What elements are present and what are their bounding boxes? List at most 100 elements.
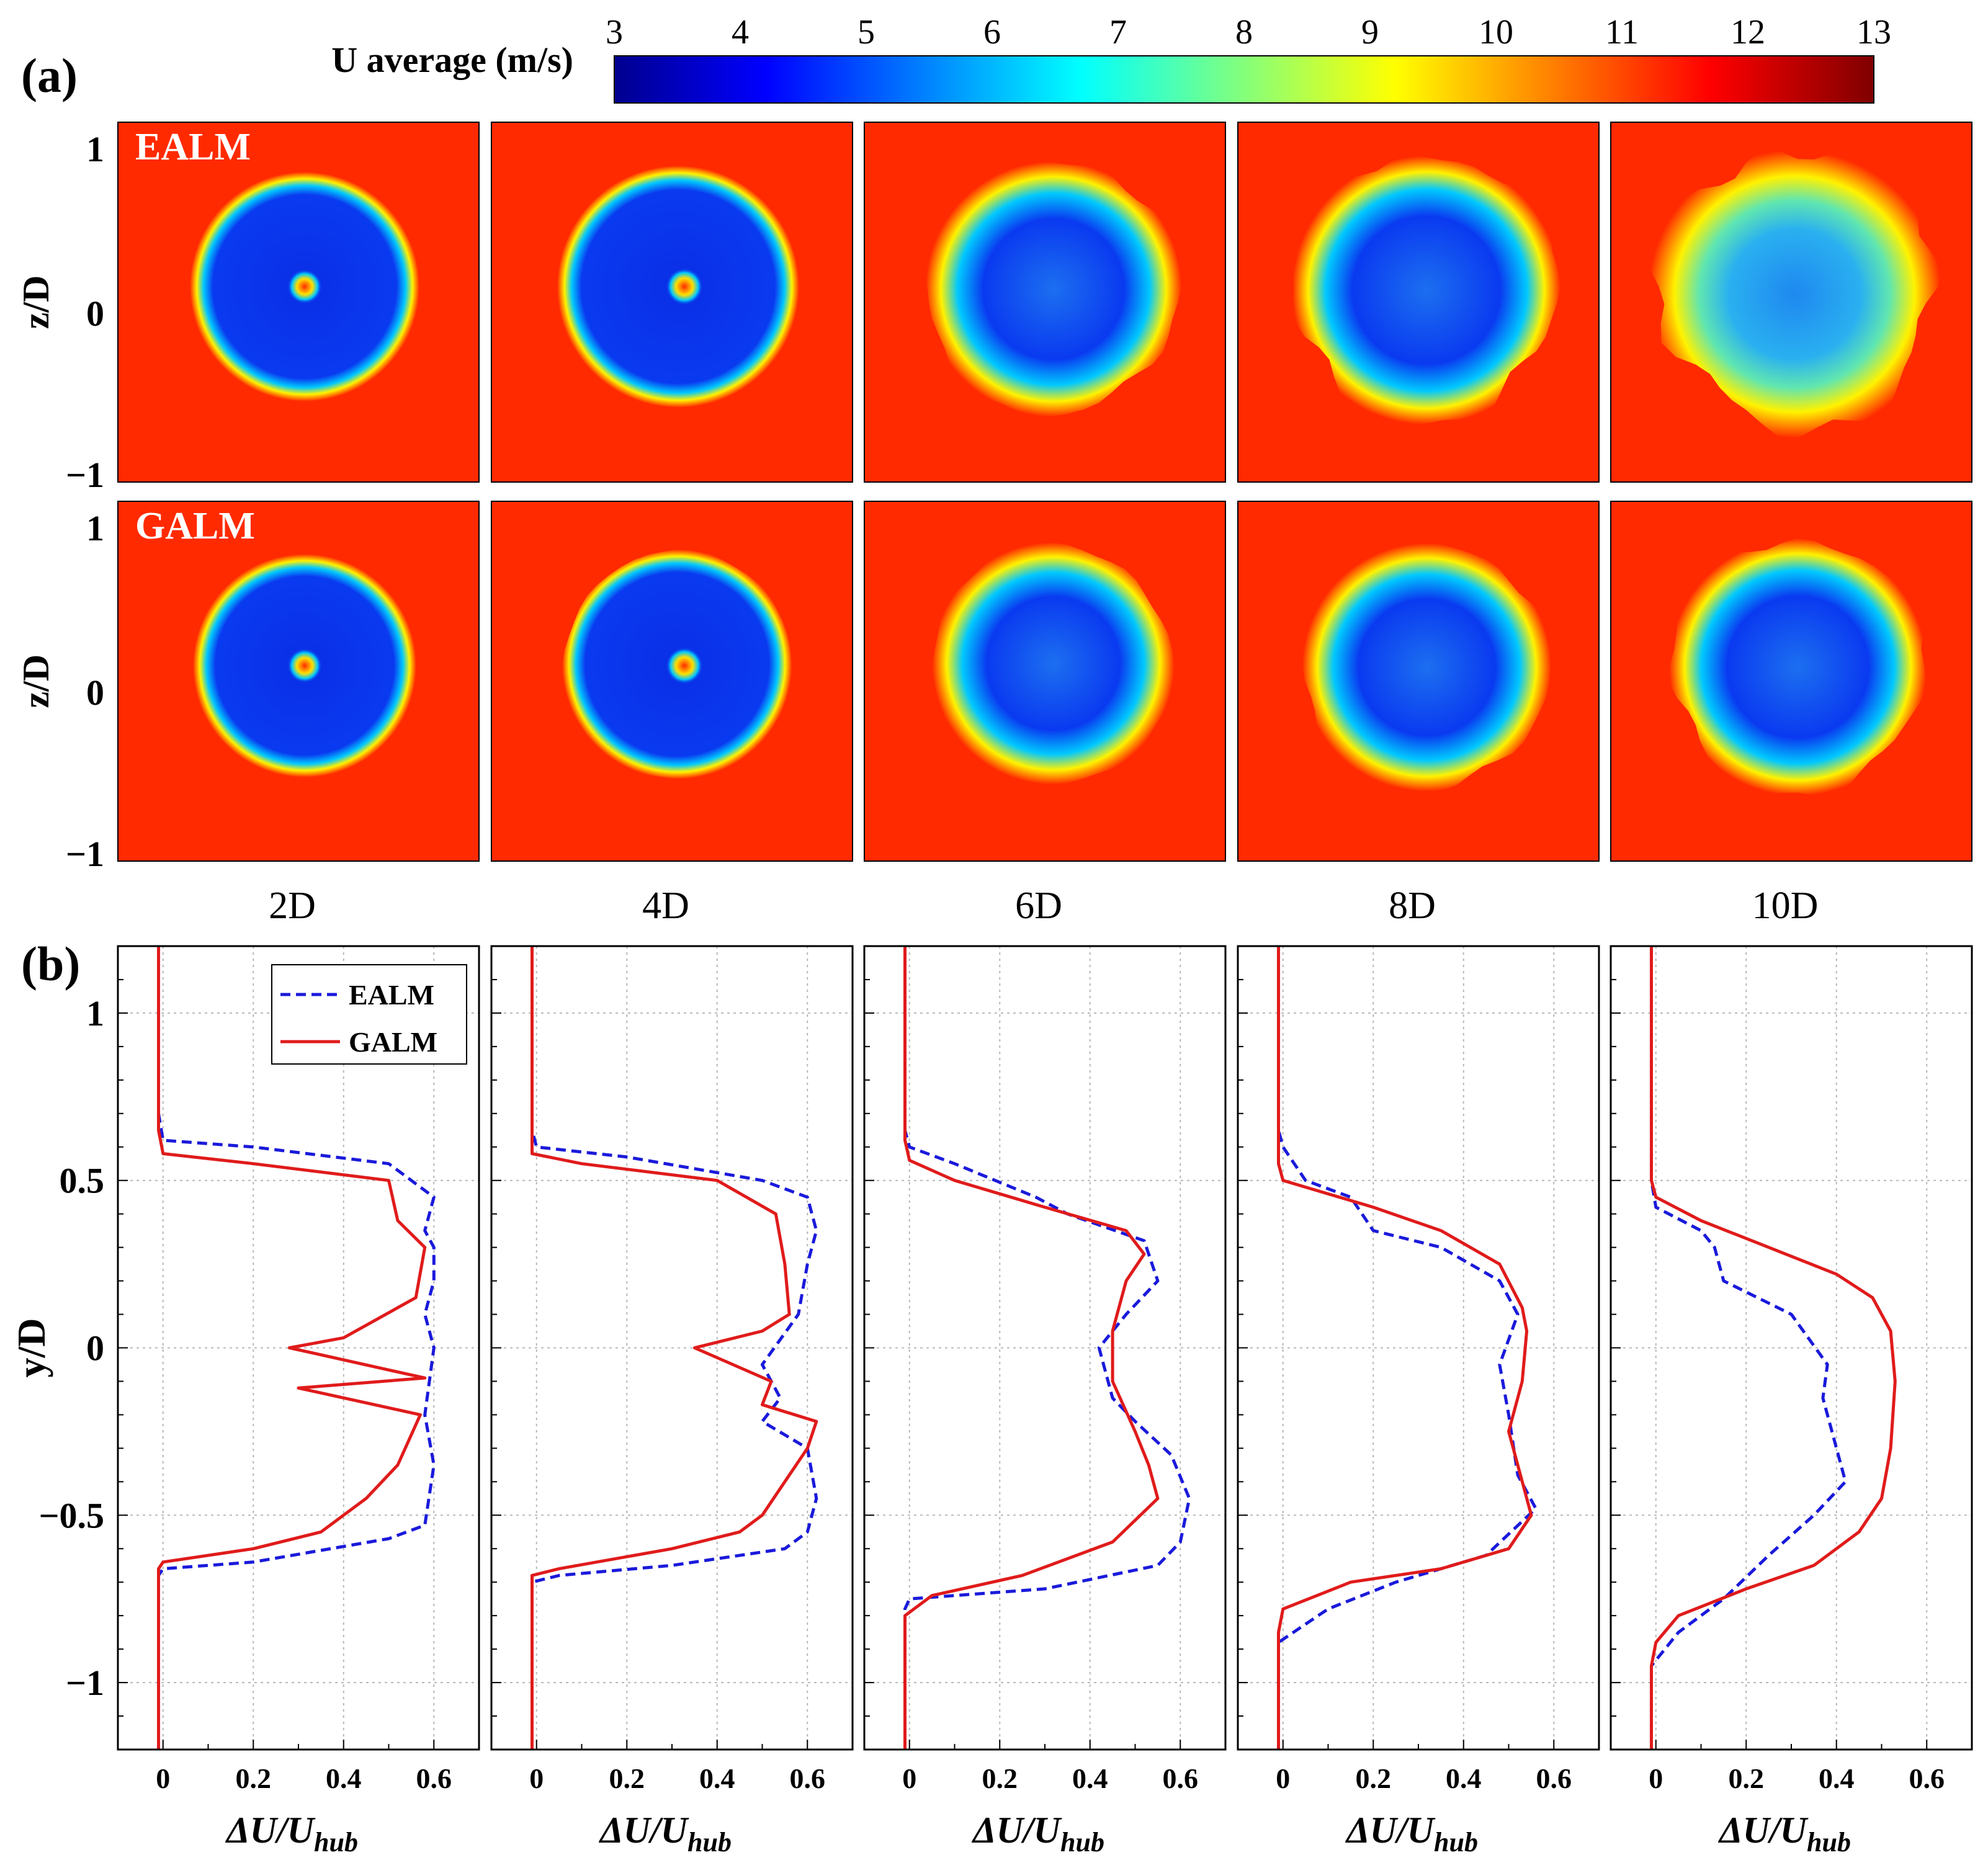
y-tick-label: −1 (66, 1663, 104, 1703)
contour-ytick-label: 1 (86, 508, 104, 548)
wake-region (1302, 543, 1551, 792)
wake-region (1648, 150, 1941, 439)
colorbar-tick-label: 7 (1109, 13, 1127, 51)
contour-panel-ealm-10d (1610, 122, 1972, 483)
x-tick-label: 0.4 (326, 1763, 362, 1794)
contour-row-ylabel: z/D (16, 655, 56, 708)
x-tick-label: 0 (156, 1763, 170, 1794)
y-tick-label: 0 (86, 1328, 104, 1369)
wake-region (925, 161, 1182, 417)
colorbar-tick-label: 13 (1856, 13, 1891, 51)
contour-panel-ealm-8d (1237, 122, 1600, 483)
series-line-ealm (1650, 946, 1847, 1750)
contour-panel-ealm-4d (491, 122, 853, 483)
wake-region (932, 542, 1175, 785)
x-tick-label: 0.6 (1909, 1763, 1945, 1794)
x-tick-label: 0.6 (1163, 1763, 1199, 1794)
x-tick-label: 0.2 (982, 1763, 1018, 1794)
distance-label: 2D (269, 885, 316, 927)
colorbar-tick-label: 8 (1235, 13, 1253, 51)
hub-vortex (287, 648, 322, 683)
x-tick-label: 0 (529, 1763, 544, 1794)
x-axis-label: ΔU/Uhub (972, 1810, 1104, 1855)
contour-panel-ealm-6d (864, 122, 1226, 483)
contour-panel-galm-10d (1610, 501, 1972, 862)
colorbar-tick-label: 10 (1479, 13, 1513, 51)
y-tick-label: −0.5 (38, 1495, 104, 1535)
contour-panel-galm-8d (1237, 501, 1600, 862)
x-tick-label: 0.4 (1446, 1763, 1482, 1794)
x-axis-label: ΔU/Uhub (1718, 1810, 1851, 1855)
x-tick-label: 0.4 (699, 1763, 735, 1794)
colorbar-title: U average (m/s) (331, 40, 573, 80)
plot-frame (1237, 945, 1600, 1751)
colorbar-tick-label: 4 (732, 13, 749, 51)
profile-charts: y/D10.50−0.5−10 0.2 0.4 0.6ΔU/UhubEALMGALM0… (9, 945, 1973, 1855)
x-axis-label: ΔU/Uhub (225, 1810, 358, 1855)
y-tick-label: 0.5 (60, 1161, 105, 1201)
contour-panel-ealm-2d: EALM (117, 122, 480, 483)
legend-box (271, 964, 467, 1065)
wake-region (1292, 156, 1561, 425)
series-line-galm (903, 946, 1160, 1750)
wake-region (1669, 538, 1927, 796)
colorbar-tick-label: 11 (1605, 13, 1639, 51)
distance-label: 10D (1752, 885, 1819, 927)
profile-panel-4d: 0 0.2 0.4 0.6 ΔU/Uhub (490, 945, 854, 1855)
contour-ytick-label: 0 (86, 293, 104, 334)
series-line-ealm (157, 946, 436, 1750)
plot-frame (117, 945, 480, 1751)
x-tick-label: 0.2 (236, 1763, 272, 1794)
x-tick-label: 0.6 (790, 1763, 826, 1794)
series-line-galm (1650, 946, 1897, 1750)
series-line-ealm (903, 946, 1191, 1750)
x-tick-label: 0 (902, 1763, 916, 1794)
contour-panel-galm-6d (864, 501, 1226, 862)
x-tick-label: 0.6 (1536, 1763, 1572, 1794)
series-line-galm (1277, 946, 1533, 1750)
x-tick-label: 0.6 (416, 1763, 452, 1794)
profile-panel-2d: 0 0.2 0.4 0.6 ΔU/Uhub EALM GALM (117, 945, 480, 1855)
x-tick-label: 0 (1276, 1763, 1290, 1794)
colorbar: U average (m/s) 3 4 5 6 7 8 9 10 11 12 13 (331, 13, 1891, 104)
plot-frame (1610, 945, 1973, 1751)
contour-ytick-label: −1 (66, 834, 104, 874)
hub-vortex (666, 268, 703, 305)
x-axis-label: ΔU/Uhub (1345, 1810, 1478, 1855)
contour-model-label: GALM (135, 505, 255, 547)
hub-vortex (287, 269, 322, 304)
contour-ytick-label: 1 (86, 129, 104, 169)
panel-label-b: (b) (21, 937, 80, 991)
hub-vortex (666, 647, 703, 684)
y-tick-label: 1 (86, 993, 104, 1034)
distance-label: 4D (642, 885, 689, 927)
contour-grid: z/D 1 0 −1 EALM z/D 1 0 −1 GALM 2D 4D 6D 8D 10D (16, 122, 1972, 927)
x-tick-label: 0.4 (1819, 1763, 1855, 1794)
legend: EALM GALM (271, 964, 467, 1065)
plot-frame (863, 945, 1227, 1751)
profile-panel-8d: 0 0.2 0.4 0.6 ΔU/Uhub (1237, 945, 1600, 1855)
profile-panel-10d: 0 0.2 0.4 0.6 ΔU/Uhub (1610, 945, 1973, 1855)
profile-panel-6d: 0 0.2 0.4 0.6 ΔU/Uhub (863, 945, 1227, 1855)
colorbar-tick-label: 12 (1731, 13, 1765, 51)
series-line-galm (531, 946, 818, 1750)
plot-frame (490, 945, 854, 1751)
x-tick-label: 0.2 (1729, 1763, 1765, 1794)
colorbar-gradient (614, 55, 1874, 104)
distance-label: 6D (1015, 885, 1062, 927)
x-tick-label: 0.2 (609, 1763, 645, 1794)
distance-label: 8D (1389, 885, 1436, 927)
series-line-ealm (1277, 946, 1538, 1750)
contour-ytick-label: −1 (66, 455, 104, 495)
contour-panel-galm-2d: GALM (117, 501, 480, 862)
colorbar-tick-label: 5 (857, 13, 875, 51)
contour-model-label: EALM (135, 126, 251, 168)
contour-panel-galm-4d (491, 501, 853, 862)
panel-label-a: (a) (21, 48, 78, 102)
x-tick-label: 0 (1649, 1763, 1663, 1794)
x-tick-label: 0.2 (1356, 1763, 1392, 1794)
legend-label: GALM (349, 1026, 437, 1058)
colorbar-tick-label: 6 (983, 13, 1001, 51)
series-line-ealm (531, 946, 818, 1750)
